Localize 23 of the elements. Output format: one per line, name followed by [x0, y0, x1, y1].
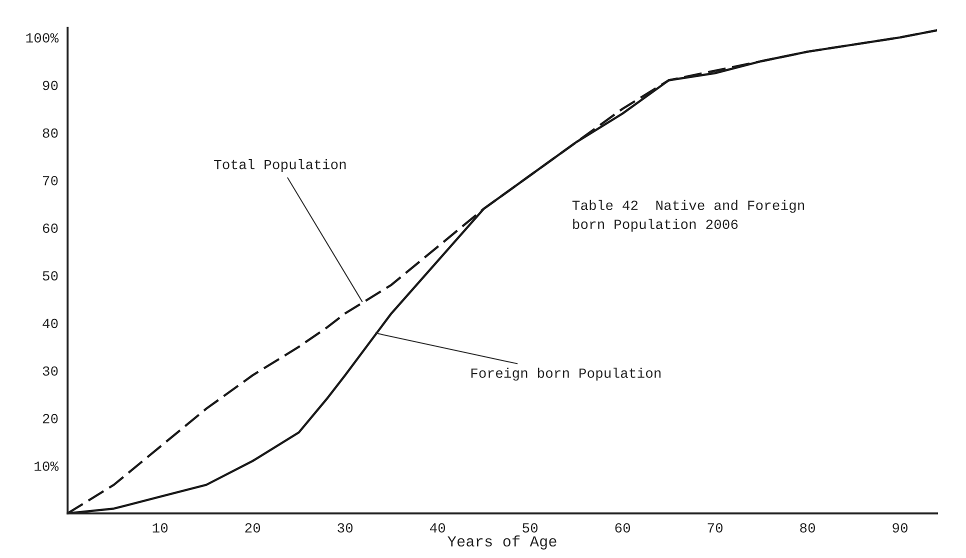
x-tick-label: 90: [892, 523, 908, 533]
x-tick-label: 50: [522, 523, 538, 533]
x-tick-label: 20: [245, 523, 260, 533]
y-tick-label: 30: [42, 366, 58, 376]
x-tick-label: 40: [430, 523, 446, 533]
annotation: Foreign born Population: [471, 368, 661, 381]
y-tick-label: 80: [42, 128, 58, 138]
x-tick-label: 10: [152, 523, 168, 533]
y-tick-label: 40: [42, 318, 58, 328]
y-tick-label: 10%: [34, 462, 59, 471]
x-tick-label: 30: [338, 523, 353, 533]
y-tick-label: 60: [42, 224, 58, 233]
x-tick-label: 70: [708, 523, 723, 533]
x-tick-label: 80: [800, 523, 816, 533]
text: Table 42 Native and Foreign born Population 2006: [572, 200, 804, 232]
x-axis-title: Years of Age: [448, 535, 556, 550]
x-tick-label: 60: [615, 523, 630, 533]
y-tick-label: 20: [42, 414, 58, 424]
annotation: Total Population: [214, 159, 346, 172]
y-tick-label: 90: [42, 80, 58, 90]
y-tick-label: 100%: [26, 33, 59, 43]
y-tick-label: 70: [42, 176, 58, 186]
y-tick-label: 50: [42, 271, 58, 281]
